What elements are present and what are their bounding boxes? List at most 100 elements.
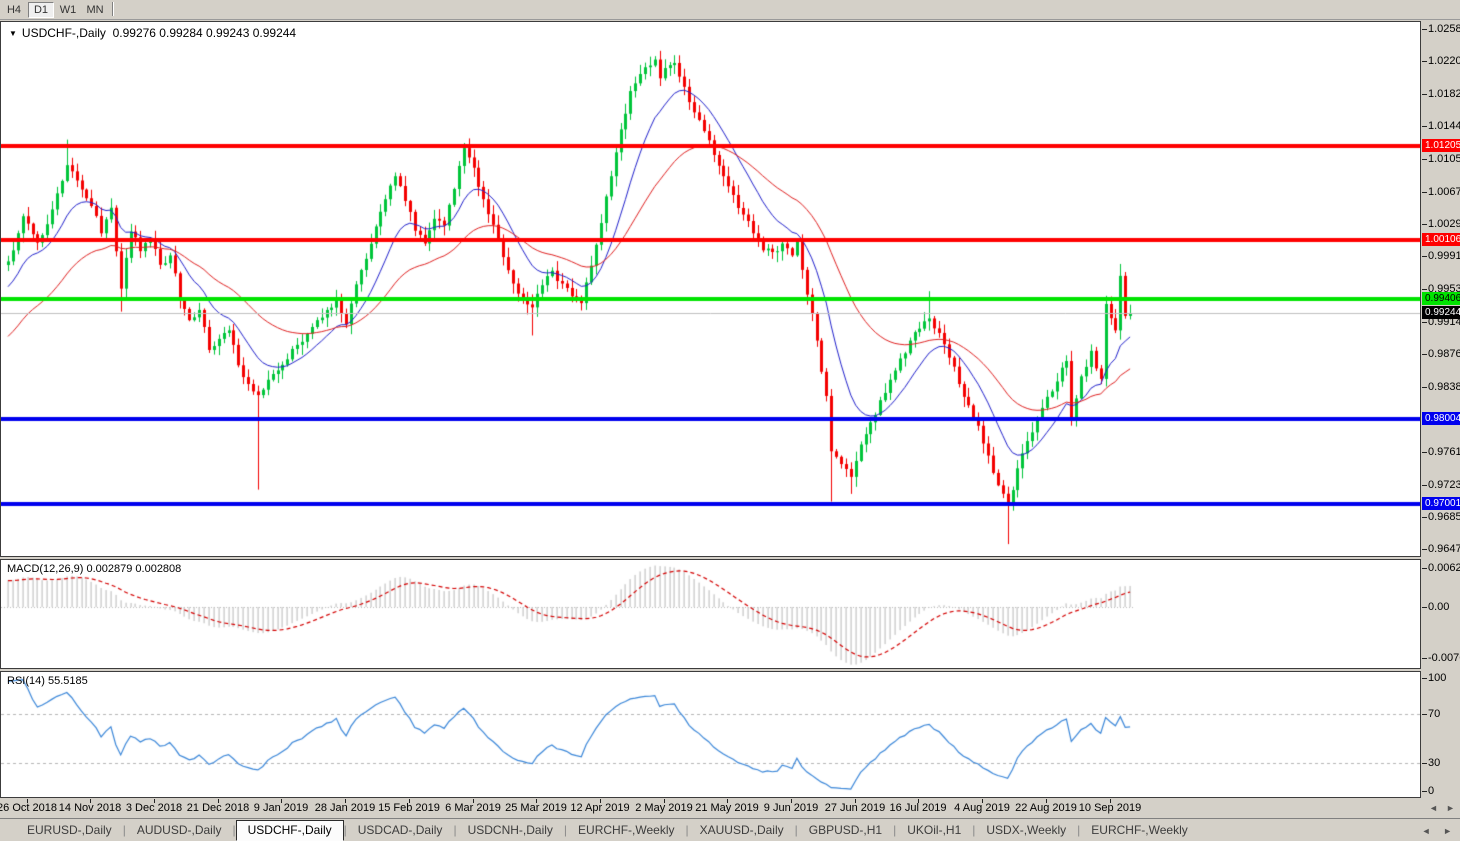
time-scroll-right-icon[interactable]: ►: [1446, 803, 1455, 813]
timeframe-toolbar: H4 D1 W1 MN: [0, 0, 1460, 20]
toolbar-separator: [112, 1, 114, 16]
date-axis-label: 21 May 2019: [695, 802, 759, 814]
tab-eurchf-weekly[interactable]: EURCHF-,Weekly: [578, 822, 675, 837]
price-axis-tick: [1422, 126, 1427, 127]
price-axis-tick: [1422, 387, 1427, 388]
date-axis-label: 9 Jun 2019: [763, 802, 819, 814]
price-axis-label: 1.01050: [1428, 153, 1460, 165]
tab-scroll-right-icon[interactable]: ►: [1443, 826, 1452, 836]
tab-separator: |: [453, 823, 457, 837]
date-axis-tick: [536, 799, 537, 803]
date-axis-tick: [727, 799, 728, 803]
date-axis-tick: [281, 799, 282, 803]
tab-separator: |: [122, 823, 126, 837]
rsi-axis-tick: [1422, 791, 1427, 792]
tab-separator: |: [794, 823, 798, 837]
tab-audusd-daily[interactable]: AUDUSD-,Daily: [136, 822, 222, 837]
date-axis-tick: [345, 799, 346, 803]
price-axis-tick: [1422, 94, 1427, 95]
tab-ukoil-h1[interactable]: UKOil-,H1: [907, 822, 962, 837]
date-axis-label: 3 Dec 2018: [125, 802, 183, 814]
price-axis-label: 1.02200: [1428, 55, 1460, 67]
date-axis-label: 28 Jan 2019: [314, 802, 376, 814]
main-chart-panel: ▼ USDCHF-,Daily 0.99276 0.99284 0.99243 0…: [0, 21, 1421, 557]
time-scroll-left-icon[interactable]: ◄: [1429, 803, 1438, 813]
timeframe-button-h4[interactable]: H4: [6, 4, 22, 16]
date-axis-label: 6 Mar 2019: [445, 802, 501, 814]
date-axis-tick: [600, 799, 601, 803]
date-axis-tick: [1046, 799, 1047, 803]
date-axis-tick: [982, 799, 983, 803]
tab-gbpusd-h1[interactable]: GBPUSD-,H1: [808, 822, 883, 837]
price-axis-label: 0.96470: [1428, 543, 1460, 555]
hline-price-badge: 1.00106: [1422, 233, 1460, 246]
current-price-badge: 0.99244: [1422, 306, 1460, 319]
date-axis-label: 26 Oct 2018: [0, 802, 57, 814]
price-chart-canvas[interactable]: [1, 22, 1420, 556]
tab-usdx-weekly[interactable]: USDX-,Weekly: [986, 822, 1067, 837]
date-axis-label: 14 Nov 2018: [58, 802, 122, 814]
rsi-canvas[interactable]: [1, 672, 1420, 797]
macd-axis-tick: [1422, 607, 1427, 608]
date-axis-label: 12 Apr 2019: [570, 802, 630, 814]
price-axis-tick: [1422, 549, 1427, 550]
tab-eurusd-daily[interactable]: EURUSD-,Daily: [27, 822, 112, 837]
price-axis-tick: [1422, 224, 1427, 225]
price-axis-label: 1.00670: [1428, 186, 1460, 198]
price-axis-label: 1.01440: [1428, 120, 1460, 132]
macd-panel: MACD(12,26,9) 0.002879 0.002808: [0, 559, 1421, 669]
macd-axis-label: -0.00762: [1428, 652, 1460, 664]
rsi-axis-label: 70: [1428, 708, 1441, 720]
macd-label: MACD(12,26,9) 0.002879 0.002808: [7, 563, 182, 575]
date-axis-tick: [918, 799, 919, 803]
price-axis-tick: [1422, 485, 1427, 486]
chart-dropdown-icon[interactable]: ▼: [9, 29, 17, 38]
date-axis-label: 10 Sep 2019: [1078, 802, 1142, 814]
tab-usdcad-daily[interactable]: USDCAD-,Daily: [357, 822, 443, 837]
timeframe-button-mn[interactable]: MN: [86, 4, 104, 16]
price-axis-tick: [1422, 192, 1427, 193]
tab-usdcnh-daily[interactable]: USDCNH-,Daily: [467, 822, 553, 837]
price-axis-tick: [1422, 159, 1427, 160]
date-axis-tick: [664, 799, 665, 803]
timeframe-button-d1[interactable]: D1: [28, 2, 54, 18]
macd-canvas[interactable]: [1, 560, 1420, 668]
tab-scroll-left-icon[interactable]: ◄: [1421, 826, 1431, 836]
date-axis-tick: [154, 799, 155, 803]
date-axis-tick: [218, 799, 219, 803]
date-axis-label: 16 Jul 2019: [889, 802, 947, 814]
tab-xauusd-daily[interactable]: XAUUSD-,Daily: [699, 822, 784, 837]
date-axis-label: 21 Dec 2018: [186, 802, 250, 814]
date-axis-tick: [27, 799, 28, 803]
rsi-label: RSI(14) 55.5185: [7, 675, 88, 687]
date-axis-tick: [473, 799, 474, 803]
date-axis-tick: [409, 799, 410, 803]
price-axis-tick: [1422, 29, 1427, 30]
price-axis-tick: [1422, 517, 1427, 518]
price-axis-tick: [1422, 452, 1427, 453]
price-axis-tick: [1422, 322, 1427, 323]
rsi-axis-tick: [1422, 763, 1427, 764]
date-axis-label: 27 Jun 2019: [824, 802, 886, 814]
date-axis-label: 2 May 2019: [635, 802, 693, 814]
tab-separator: |: [232, 823, 236, 837]
hline-price-badge: 1.01205: [1422, 139, 1460, 152]
chart-title: ▼ USDCHF-,Daily 0.99276 0.99284 0.99243 0…: [9, 26, 296, 40]
time-axis: ◄ ► 26 Oct 2018 14 Nov 2018 3 Dec 2018 21 D…: [0, 799, 1460, 818]
date-axis-tick: [855, 799, 856, 803]
timeframe-button-w1[interactable]: W1: [59, 4, 77, 16]
tab-usdchf-daily[interactable]: USDCHF-,Daily: [235, 819, 344, 841]
hline-price-badge: 0.98004: [1422, 412, 1460, 425]
chart-ohlc-values: 0.99276 0.99284 0.99243 0.99244: [112, 26, 297, 40]
rsi-axis-tick: [1422, 714, 1427, 715]
date-axis-label: 22 Aug 2019: [1015, 802, 1077, 814]
tab-separator: |: [563, 823, 568, 837]
hline-price-badge: 0.99406: [1422, 292, 1460, 305]
price-axis-tick: [1422, 61, 1427, 62]
tab-eurchf-weekly[interactable]: EURCHF-,Weekly: [1091, 822, 1188, 837]
